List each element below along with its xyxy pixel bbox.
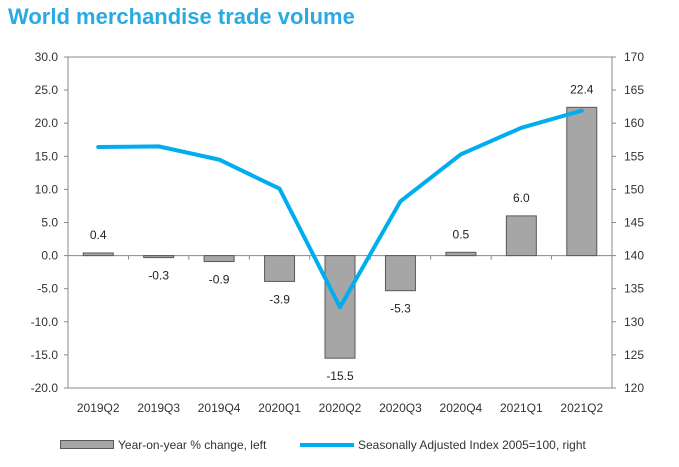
left-axis-tick-label: -10.0 xyxy=(31,315,59,329)
category-label: 2019Q3 xyxy=(137,401,180,415)
bar xyxy=(384,255,416,292)
data-label: 0.4 xyxy=(90,228,107,242)
line-point xyxy=(399,200,401,202)
data-label-background xyxy=(140,266,177,283)
bar xyxy=(143,255,175,259)
data-label: 6.0 xyxy=(513,191,530,205)
data-label-background xyxy=(322,367,358,384)
data-label-background xyxy=(503,188,540,205)
right-axis-tick-label: 145 xyxy=(624,216,644,230)
bar xyxy=(566,106,598,257)
data-label: -3.9 xyxy=(269,292,290,306)
right-axis-tick-label: 130 xyxy=(624,315,644,329)
line-point xyxy=(339,306,341,308)
category-label: 2019Q4 xyxy=(198,401,241,415)
line-point xyxy=(520,127,522,129)
line-point xyxy=(158,145,160,147)
data-label: -0.3 xyxy=(148,269,169,283)
category-label: 2020Q4 xyxy=(440,401,483,415)
data-label-background xyxy=(563,80,600,97)
left-axis-tick-label: 10.0 xyxy=(35,182,59,196)
category-label: 2019Q2 xyxy=(77,401,120,415)
data-labels: 0.4 -0.3 -0.9 -3.9 -15.5 -5.3 0.5 6.0 22.4 xyxy=(80,80,600,384)
bar-series xyxy=(82,106,598,359)
left-axis-tick-label: 25.0 xyxy=(35,83,59,97)
bar xyxy=(505,215,537,257)
left-axis-tick-label: -5.0 xyxy=(37,282,58,296)
left-axis-tick-label: -15.0 xyxy=(31,348,59,362)
data-label: -15.5 xyxy=(326,369,354,383)
bar xyxy=(445,251,477,257)
right-axis-tick-label: 170 xyxy=(624,50,644,64)
right-axis-tick-label: 140 xyxy=(624,249,644,263)
category-label: 2021Q2 xyxy=(560,401,603,415)
left-axis-tick-label: 0.0 xyxy=(41,249,58,263)
right-axis-tick-label: 155 xyxy=(624,149,644,163)
left-axis-tick-label: 20.0 xyxy=(35,116,59,130)
legend-bar-swatch xyxy=(60,440,114,449)
left-axis-tick-label: 15.0 xyxy=(35,149,59,163)
right-axis-tick-label: 125 xyxy=(624,348,644,362)
line-point xyxy=(97,146,99,148)
category-label: 2020Q1 xyxy=(258,401,301,415)
left-axis-tick-label: -20.0 xyxy=(31,381,59,395)
data-label: -5.3 xyxy=(390,302,411,316)
data-label: 22.4 xyxy=(570,82,594,96)
chart-axes: -20.0 -15.0 -10.0 -5.0 0.0 5.0 10.0 15.0 20.0 25.… xyxy=(31,50,645,415)
category-label: 2020Q2 xyxy=(319,401,362,415)
data-label-background xyxy=(261,290,298,307)
line-point xyxy=(460,153,462,155)
legend-line-swatch xyxy=(300,443,354,447)
bar xyxy=(82,252,114,257)
line-point xyxy=(581,110,583,112)
bar xyxy=(264,255,296,282)
data-label: -0.9 xyxy=(209,273,230,287)
data-label-background xyxy=(201,270,238,287)
right-axis-tick-label: 120 xyxy=(624,381,644,395)
data-label-background xyxy=(80,225,117,242)
right-axis-tick-label: 135 xyxy=(624,282,644,296)
right-axis-tick-label: 150 xyxy=(624,182,644,196)
category-label: 2020Q3 xyxy=(379,401,422,415)
legend-bar-label: Year-on-year % change, left xyxy=(118,438,267,452)
data-label-background xyxy=(382,299,419,316)
chart-title: World merchandise trade volume xyxy=(8,4,355,29)
line-point xyxy=(218,159,220,161)
legend-line-label: Seasonally Adjusted Index 2005=100, righ… xyxy=(358,438,586,452)
left-axis-tick-label: 5.0 xyxy=(41,216,58,230)
left-axis-tick-label: 30.0 xyxy=(35,50,59,64)
bar xyxy=(203,255,235,263)
line-series xyxy=(96,108,584,310)
data-label-background xyxy=(442,225,479,242)
category-label: 2021Q1 xyxy=(500,401,543,415)
data-label: 0.5 xyxy=(453,227,470,241)
right-axis-tick-label: 165 xyxy=(624,83,644,97)
trade-volume-chart: -20.0 -15.0 -10.0 -5.0 0.0 5.0 10.0 15.0 20.0 25.… xyxy=(31,50,645,415)
right-axis-tick-label: 160 xyxy=(624,116,644,130)
line-point xyxy=(279,188,281,190)
